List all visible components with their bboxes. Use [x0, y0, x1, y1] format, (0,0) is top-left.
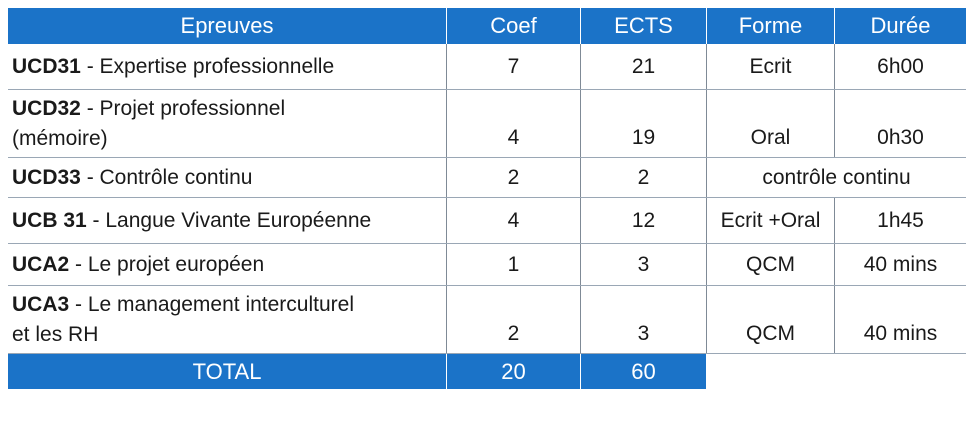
- cell-ects: 3: [580, 286, 706, 353]
- total-label: TOTAL: [8, 354, 446, 389]
- ue-title: - Contrôle continu: [80, 165, 253, 189]
- cell-ects: 21: [580, 44, 706, 89]
- cell-forme: Ecrit: [706, 44, 834, 89]
- cell-forme: Ecrit +Oral: [706, 198, 834, 243]
- total-ects: 60: [580, 354, 706, 389]
- ue-title: - Le projet européen: [69, 252, 265, 276]
- ue-code: UCA2: [12, 252, 70, 276]
- ue-code: UCD32: [12, 97, 81, 120]
- cell-forme: QCM: [706, 244, 834, 285]
- ue-title: - Projet professionnel: [80, 97, 286, 120]
- cell-coef: 1: [446, 244, 580, 285]
- table-row: UCA2 - Le projet européen 1 3 QCM 40 min…: [8, 244, 966, 286]
- cell-ects: 3: [580, 244, 706, 285]
- cell-epreuve: UCA2 - Le projet européen: [8, 244, 446, 285]
- ue-title-line2: (mémoire): [12, 127, 108, 150]
- ue-code: UCB 31: [12, 208, 87, 232]
- header-duree: Durée: [834, 8, 966, 44]
- header-ects: ECTS: [580, 8, 706, 44]
- table-header: Epreuves Coef ECTS Forme Durée: [8, 8, 966, 44]
- cell-coef: 7: [446, 44, 580, 89]
- cell-epreuve: UCB 31 - Langue Vivante Européenne: [8, 198, 446, 243]
- cell-duree: 1h45: [834, 198, 966, 243]
- cell-epreuve: UCD31 - Expertise professionnelle: [8, 44, 446, 89]
- cell-ects: 12: [580, 198, 706, 243]
- ue-code: UCA3: [12, 293, 70, 316]
- table-row: UCD32 - Projet professionnel (mémoire) 4 …: [8, 90, 966, 158]
- cell-forme-merged: contrôle continu: [706, 158, 966, 197]
- cell-epreuve: UCD33 - Contrôle continu: [8, 158, 446, 197]
- cell-forme: QCM: [706, 286, 834, 353]
- header-epreuves: Epreuves: [180, 13, 274, 38]
- cell-duree: 40 mins: [834, 244, 966, 285]
- table-row: UCB 31 - Langue Vivante Européenne 4 12 …: [8, 198, 966, 244]
- cell-coef: 2: [446, 158, 580, 197]
- cell-coef: 2: [446, 286, 580, 353]
- ue-code: UCD31: [12, 54, 81, 78]
- cell-epreuve: UCD32 - Projet professionnel (mémoire): [8, 90, 446, 157]
- ue-code: UCD33: [12, 165, 81, 189]
- header-forme: Forme: [706, 8, 834, 44]
- ue-title: - Langue Vivante Européenne: [86, 208, 372, 232]
- cell-duree: 40 mins: [834, 286, 966, 353]
- cell-epreuve: UCA3 - Le management interculturel et les…: [8, 286, 446, 353]
- cell-coef: 4: [446, 90, 580, 157]
- header-coef: Coef: [446, 8, 580, 44]
- table-row: UCD33 - Contrôle continu 2 2 contrôle co…: [8, 158, 966, 198]
- table-row: UCD31 - Expertise professionnelle 7 21 E…: [8, 44, 966, 90]
- cell-coef: 4: [446, 198, 580, 243]
- exam-table: Epreuves Coef ECTS Forme Durée UCD31 - E…: [8, 8, 966, 389]
- cell-duree: 0h30: [834, 90, 966, 157]
- ue-title-line2: et les RH: [12, 323, 99, 346]
- total-row: TOTAL 20 60: [8, 354, 966, 389]
- ue-title: - Expertise professionnelle: [80, 54, 335, 78]
- cell-forme: Oral: [706, 90, 834, 157]
- total-coef: 20: [446, 354, 580, 389]
- cell-ects: 2: [580, 158, 706, 197]
- ue-title: - Le management interculturel: [69, 293, 354, 316]
- table-row: UCA3 - Le management interculturel et les…: [8, 286, 966, 354]
- cell-ects: 19: [580, 90, 706, 157]
- cell-duree: 6h00: [834, 44, 966, 89]
